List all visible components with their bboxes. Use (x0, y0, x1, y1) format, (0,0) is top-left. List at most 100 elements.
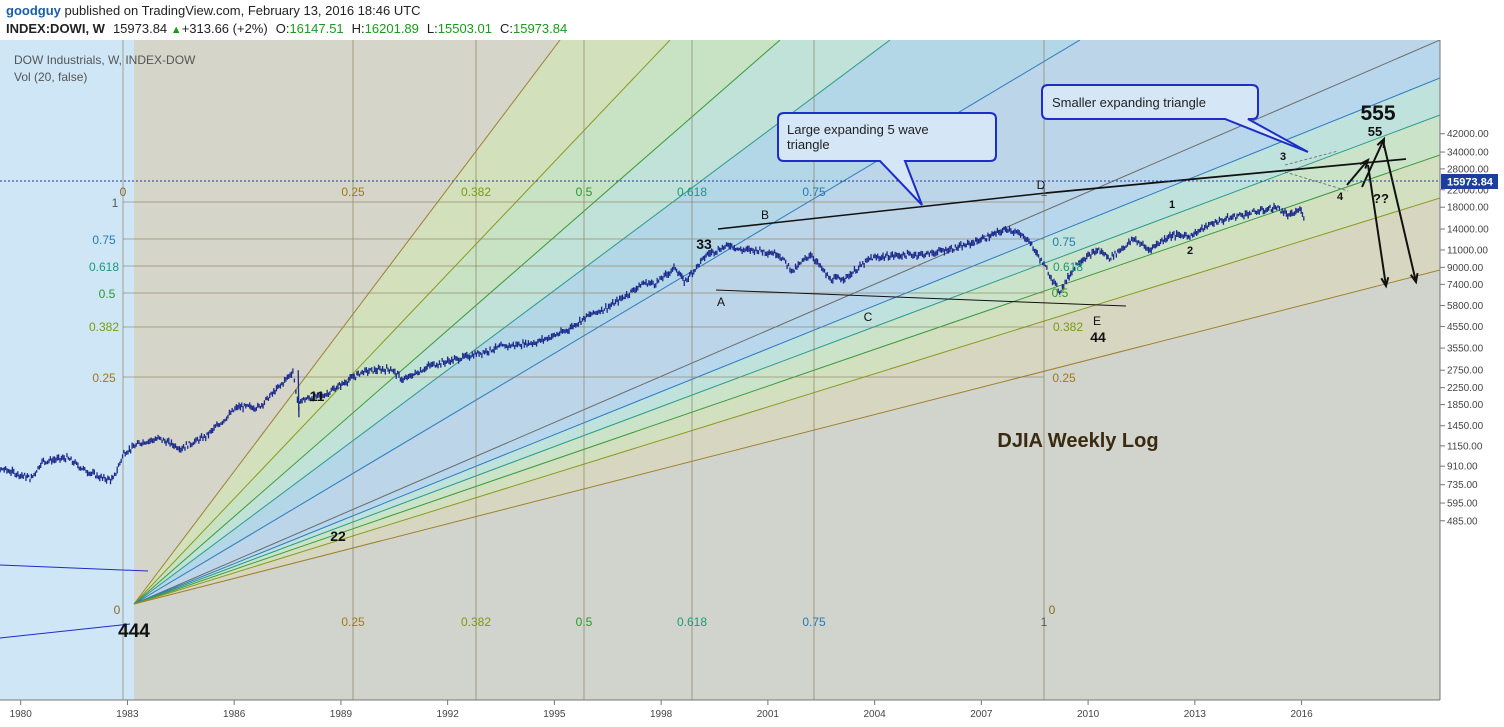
projection-arrow-down-2 (1383, 144, 1417, 283)
wave-label: C (864, 310, 873, 324)
x-axis: 1980 1983 1986 1989 1992 1995 1998 2001 2004 2007… (10, 700, 1313, 720)
fib-label-left: 1 (112, 196, 119, 210)
fib-label-top: 1 (1041, 185, 1048, 199)
fib-label-bottom: 0 (1049, 603, 1056, 617)
price-tag: 15973.84 (1441, 174, 1498, 189)
callout-small: Smaller expanding triangle (1041, 84, 1309, 153)
y-tick-label: 22000.00 (1447, 185, 1489, 196)
wave-label: 4 (1337, 191, 1344, 203)
y-tick-label: 5800.00 (1447, 301, 1484, 312)
y-tick-label: 18000.00 (1447, 203, 1489, 214)
y-tick-label: 1150.00 (1447, 441, 1483, 452)
fib-label-bottom: 0.25 (341, 615, 365, 629)
wave-label: 1 (1169, 199, 1175, 211)
low-label: L: (426, 21, 438, 36)
x-tick-label: 1986 (223, 709, 246, 720)
low-value: 15503.01 (437, 21, 492, 36)
high-label: H: (351, 21, 365, 36)
projection-arrow-up-1 (1346, 159, 1369, 186)
trendline-lower-left (0, 623, 131, 639)
fib-label-left: 0.25 (92, 371, 116, 385)
fib-label-left: 0.75 (92, 233, 116, 247)
x-axis-panel[interactable] (0, 701, 1504, 727)
publish-info: published on TradingView.com, February 1… (64, 3, 421, 18)
fib-label-top: 0.382 (461, 185, 491, 199)
fib-label-right: 0.75 (1052, 235, 1076, 249)
fan-ray (133, 77, 1440, 605)
x-tick-label: 1998 (650, 709, 673, 720)
fan-zone-bottom (134, 270, 1440, 700)
fib-label-bottom: 0.75 (802, 615, 826, 629)
y-tick-label: 9000.00 (1447, 263, 1484, 274)
publish-line: goodguy published on TradingView.com, Fe… (6, 3, 421, 18)
projection-arrow-down-1-head (1380, 277, 1390, 289)
fan-ray (133, 114, 1440, 605)
y-tick-label: 485.00 (1447, 516, 1478, 527)
projection-arrow-up-2-head (1376, 136, 1386, 149)
close-label: C: (499, 21, 513, 36)
wave-label: 44 (1090, 329, 1106, 345)
fan-ray (133, 154, 1440, 605)
author-link[interactable]: goodguy (6, 3, 61, 18)
open-label: O: (275, 21, 290, 36)
wave-label: 444 (118, 621, 150, 642)
wave-label: A (717, 295, 725, 309)
symbol-label: INDEX:DOWI, W (6, 21, 105, 36)
x-tick-label: 2013 (1184, 709, 1207, 720)
fib-label-bottom: 0.618 (677, 615, 707, 629)
fib-label-bottom: 0.382 (461, 615, 491, 629)
wave-label: 22 (330, 528, 346, 544)
triangle-lower-line (715, 289, 1127, 307)
callout-large-line2: triangle (787, 137, 830, 152)
fib-label-top: 0.75 (802, 185, 826, 199)
fib-label-left: 0.382 (89, 320, 119, 334)
x-tick-label: 1992 (437, 709, 460, 720)
fan-ray (133, 269, 1440, 605)
projection-arrow-up-2 (1361, 138, 1385, 188)
fib-label-right: 0.5 (1052, 286, 1069, 300)
legend-volume: Vol (20, false) (14, 70, 87, 84)
price-tag-text: 15973.84 (1447, 177, 1494, 189)
wave-label: E (1093, 314, 1101, 328)
annotation-lines (0, 136, 1419, 639)
fan-ray (133, 40, 1440, 605)
ohlc-line: INDEX:DOWI, W 15973.84 ▲+313.66 (+2%) O:16… (6, 21, 567, 36)
y-tick-label: 11000.00 (1447, 245, 1488, 256)
trendline-upper-left (0, 564, 149, 572)
y-axis-panel[interactable] (1441, 40, 1504, 700)
callout-large: Large expanding 5 wave triangle (777, 112, 997, 206)
x-tick-label: 1995 (543, 709, 566, 720)
fan-ray (133, 40, 561, 605)
last-price: 15973.84 (112, 21, 168, 36)
y-tick-label: 595.00 (1447, 499, 1478, 510)
wave-label: 2 (1187, 245, 1193, 257)
y-tick-label: 2750.00 (1447, 366, 1484, 377)
wave-label: 33 (696, 236, 712, 252)
price-change: +313.66 (+2%) (181, 21, 268, 36)
y-tick-label: 34000.00 (1447, 148, 1489, 159)
y-axis: 42000.00 34000.00 28000.00 22000.00 18000.00… (1440, 129, 1489, 527)
x-tick-label: 2010 (1077, 709, 1100, 720)
fib-label-right: 0.25 (1052, 371, 1076, 385)
fib-label-top: 0.618 (677, 185, 707, 199)
x-tick-label: 2004 (863, 709, 886, 720)
y-tick-label: 735.00 (1447, 480, 1478, 491)
price-series (0, 202, 1305, 485)
wave-label: 555 (1360, 102, 1395, 125)
y-tick-label: 14000.00 (1447, 225, 1489, 236)
fib-label-right: 0.382 (1053, 320, 1083, 334)
wave-label: 55 (1368, 124, 1382, 139)
close-value: 15973.84 (512, 21, 568, 36)
y-tick-label: 910.00 (1447, 462, 1478, 473)
fan-ray (133, 40, 671, 605)
triangle-extension-line (1045, 158, 1407, 194)
fib-label-right: 0.618 (1053, 260, 1083, 274)
wave-label: D (1037, 178, 1046, 192)
open-value: 16147.51 (289, 21, 344, 36)
projection-arrow-down-1 (1367, 164, 1387, 287)
triangle-upper-line (717, 192, 1047, 230)
y-tick-label: 3550.00 (1447, 344, 1484, 355)
y-tick-label: 4550.00 (1447, 322, 1484, 333)
